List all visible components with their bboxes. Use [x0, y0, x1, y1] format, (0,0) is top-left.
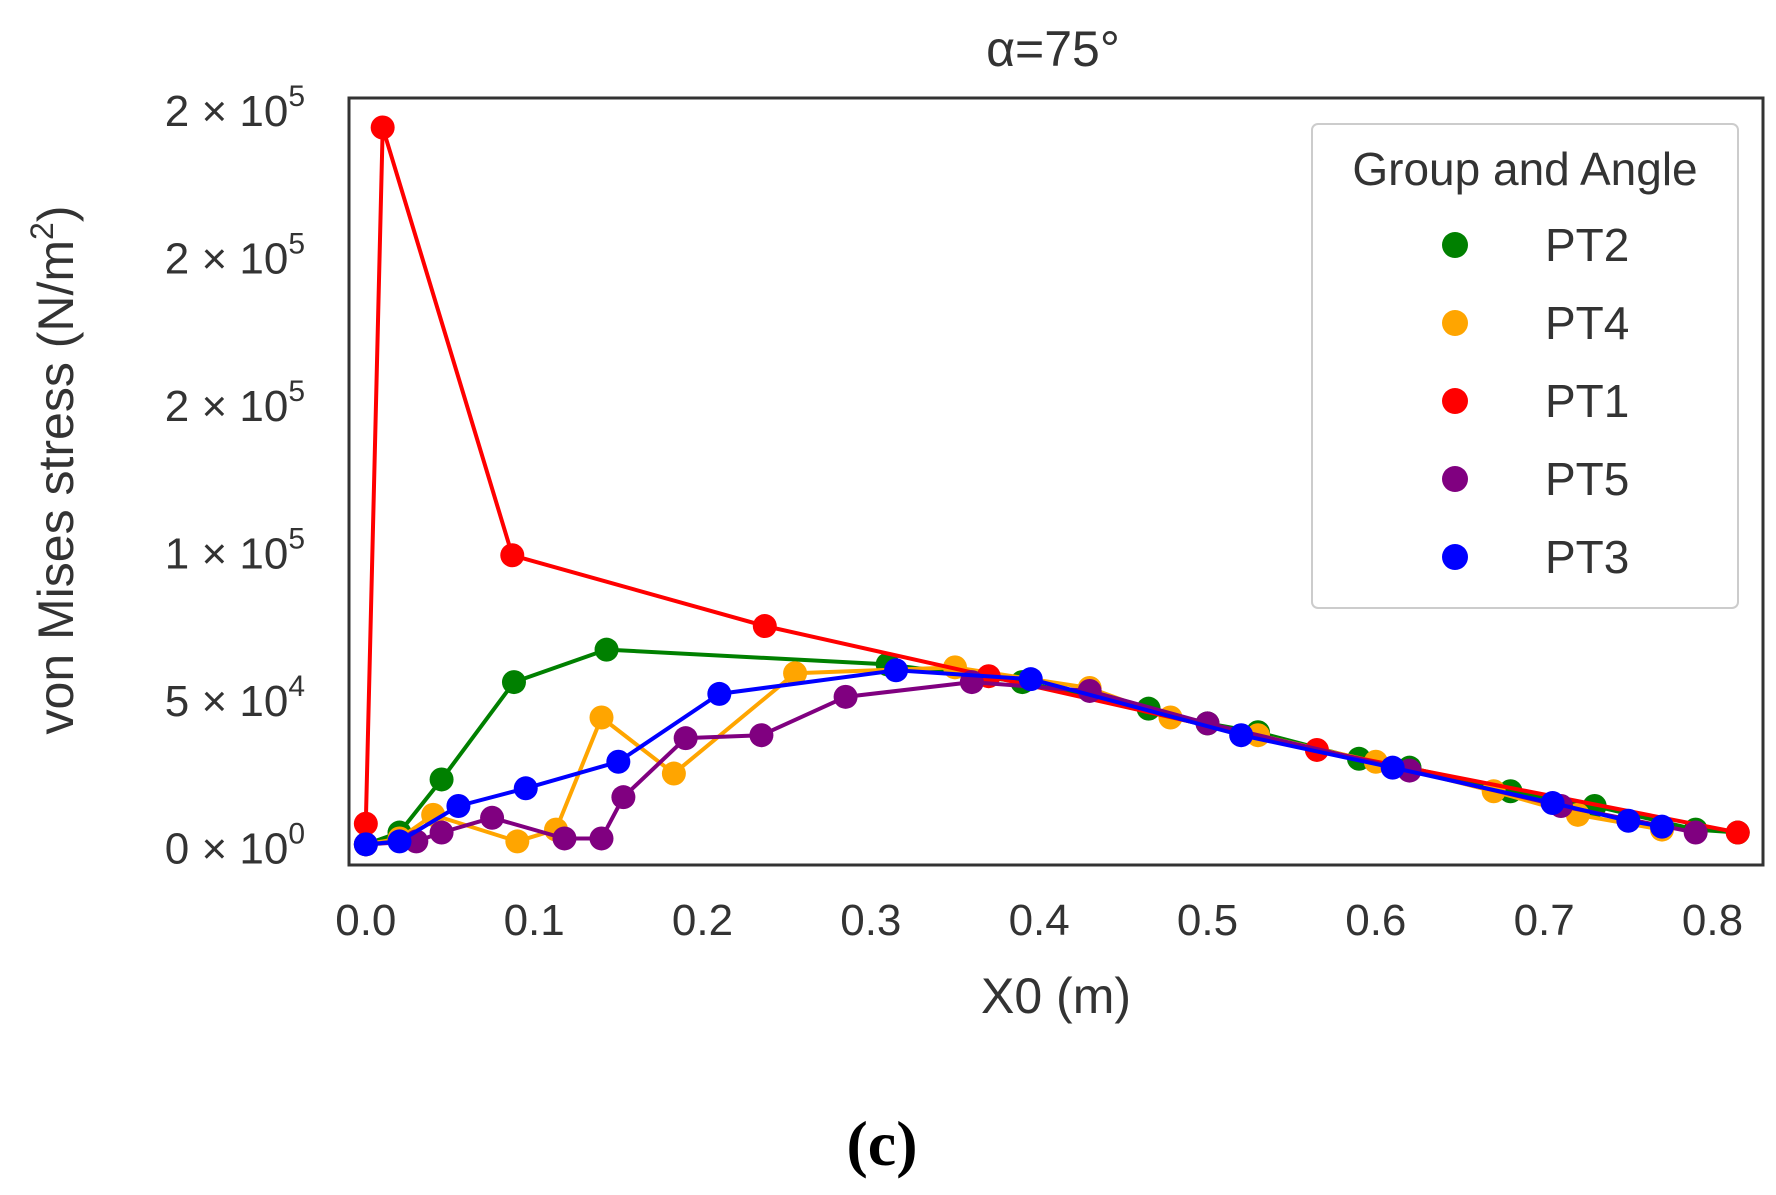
legend-marker-pt1	[1442, 388, 1468, 414]
legend-items: PT2 PT4 PT1 PT5 PT3	[1442, 219, 1629, 583]
plot-area-frame	[347, 96, 1765, 867]
y-tick-exponent: 0	[288, 817, 305, 850]
series-line-pt5	[365, 680, 1697, 847]
legend: Group and Angle PT2 PT4 PT1 PT5 PT3	[1311, 123, 1739, 609]
y-tick-mantissa: 5 × 10	[165, 677, 289, 726]
y-tick-mantissa: 2 × 10	[165, 382, 289, 431]
x-tick-label-1: 0.1	[504, 896, 565, 945]
y-tick-exponent: 5	[288, 522, 305, 555]
data-point-pt1-0	[353, 811, 378, 836]
y-axis-title: von Mises stress (N/m2)	[24, 206, 84, 735]
data-point-pt4-7	[783, 661, 808, 686]
data-point-pt2-2	[429, 767, 454, 792]
data-point-pt3-10	[1540, 791, 1565, 816]
x-tick-label-8: 0.8	[1682, 896, 1743, 945]
x-axis-title: X0 (m)	[981, 968, 1131, 1024]
y-tick-label-0: 0 × 100	[165, 817, 305, 873]
legend-label-pt4: PT4	[1545, 297, 1629, 349]
y-tick-mantissa: 1 × 10	[165, 529, 289, 578]
data-point-pt2-4	[594, 637, 619, 662]
data-point-pt4-5	[589, 705, 614, 730]
data-point-pt4-6	[661, 761, 686, 786]
data-point-pt3-12	[1650, 814, 1674, 839]
data-point-pt3-5	[707, 681, 732, 706]
data-point-pt3-4	[606, 749, 631, 774]
y-tick-label-4: 2 × 105	[165, 227, 305, 283]
y-tick-mantissa: 2 × 10	[165, 87, 289, 136]
data-point-pt3-0	[353, 832, 378, 857]
data-point-pt1-2	[500, 543, 525, 568]
legend-marker-pt3	[1442, 544, 1468, 570]
chart-title: α=75°	[986, 21, 1120, 77]
series-line-pt4	[365, 665, 1663, 847]
data-point-pt1-1	[370, 115, 395, 140]
data-point-pt3-9	[1380, 755, 1405, 780]
y-axis-title-main: von Mises stress (N/m	[28, 240, 84, 735]
y-tick-exponent: 5	[288, 227, 305, 260]
legend-label-pt3: PT3	[1545, 531, 1629, 583]
y-tick-label-2: 1 × 105	[165, 522, 305, 578]
legend-label-pt5: PT5	[1545, 453, 1629, 505]
data-point-pt5-5	[589, 826, 614, 851]
y-tick-label-1: 5 × 104	[165, 670, 305, 726]
series-layer	[353, 115, 1750, 857]
legend-frame	[1311, 123, 1739, 609]
x-tick-label-3: 0.3	[840, 896, 901, 945]
data-point-pt3-1	[387, 829, 412, 854]
y-tick-exponent: 4	[288, 670, 305, 703]
y-tick-mantissa: 0 × 10	[165, 824, 289, 873]
data-point-pt5-15	[1683, 820, 1708, 845]
data-point-pt2-3	[501, 670, 526, 695]
legend-marker-pt2	[1442, 232, 1468, 258]
data-point-pt5-3	[480, 805, 505, 830]
series-line-pt2	[365, 647, 1738, 847]
data-point-pt5-9	[833, 684, 858, 709]
x-tick-label-0: 0.0	[335, 896, 396, 945]
data-point-pt5-4	[552, 826, 577, 851]
y-tick-exponent: 5	[288, 80, 305, 113]
legend-label-pt2: PT2	[1545, 219, 1629, 271]
y-tick-mantissa: 2 × 10	[165, 234, 289, 283]
data-point-pt3-8	[1229, 723, 1254, 748]
y-tick-label-3: 2 × 105	[165, 375, 305, 431]
y-axis-title-close: )	[28, 206, 84, 223]
data-point-pt5-7	[673, 726, 698, 751]
x-tick-label-4: 0.4	[1009, 896, 1070, 945]
x-tick-label-6: 0.6	[1345, 896, 1406, 945]
x-tick-label-5: 0.5	[1177, 896, 1238, 945]
legend-marker-pt4	[1442, 310, 1468, 336]
series-pt3	[353, 658, 1674, 857]
data-point-pt5-8	[749, 723, 774, 748]
y-tick-label-5: 2 × 105	[165, 80, 305, 136]
x-tick-label-2: 0.2	[672, 896, 733, 945]
x-tick-label-7: 0.7	[1514, 896, 1575, 945]
x-tick-labels: 0.0 0.1 0.2 0.3 0.4 0.5 0.6 0.7 0.8	[335, 896, 1743, 945]
data-point-pt1-3	[752, 614, 777, 639]
legend-marker-pt5	[1442, 466, 1468, 492]
figure-caption: (c)	[846, 1108, 917, 1179]
y-tick-exponent: 5	[288, 375, 305, 408]
legend-title: Group and Angle	[1352, 143, 1697, 195]
data-point-pt3-2	[446, 794, 471, 818]
data-point-pt1-6	[1725, 820, 1750, 845]
data-point-pt4-3	[505, 829, 530, 854]
data-point-pt5-6	[611, 785, 636, 810]
data-point-pt3-11	[1616, 808, 1641, 833]
data-point-pt3-6	[884, 658, 909, 683]
data-point-pt3-3	[513, 776, 538, 801]
legend-label-pt1: PT1	[1545, 375, 1629, 427]
data-point-pt5-2	[429, 820, 454, 845]
y-axis-title-sup: 2	[24, 222, 60, 240]
data-point-pt3-7	[1018, 667, 1043, 692]
